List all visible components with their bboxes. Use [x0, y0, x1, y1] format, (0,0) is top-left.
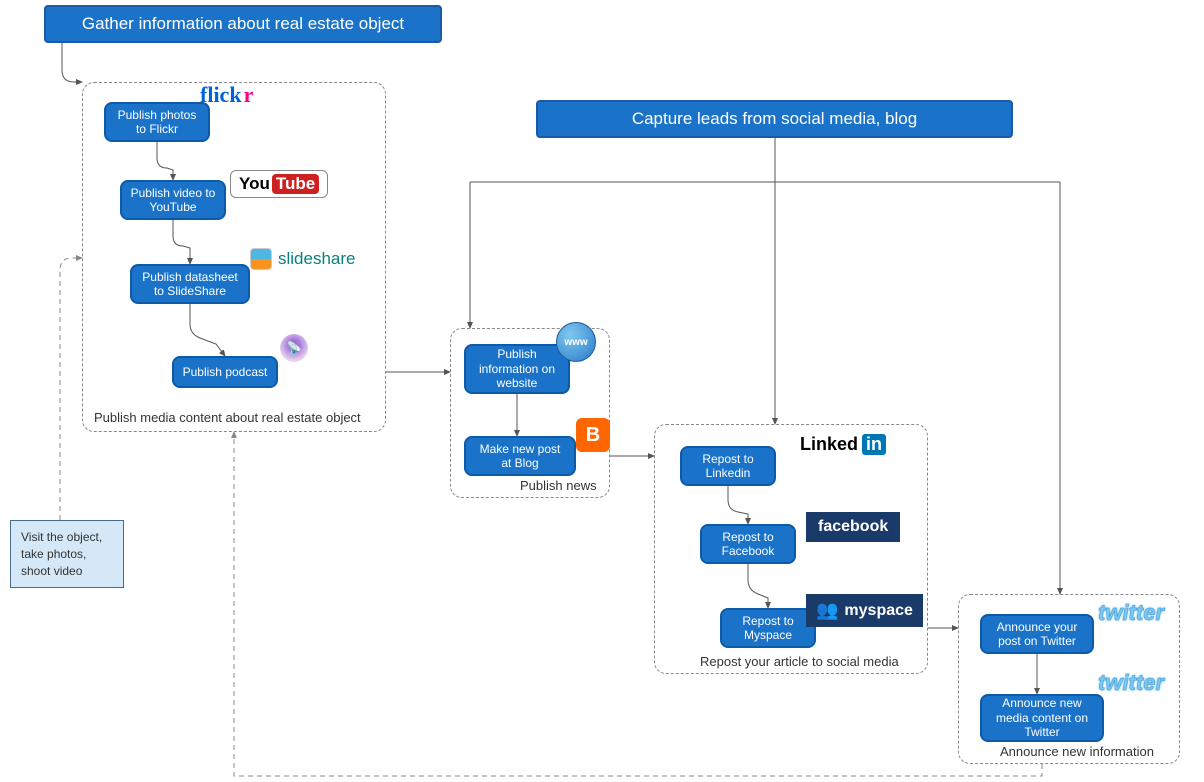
youtube-logo: You Tube [230, 170, 328, 198]
step-flickr: Publish photos to Flickr [104, 102, 210, 142]
group-publish-media-label: Publish media content about real estate … [94, 410, 361, 425]
flickr-text-2: r [244, 82, 254, 108]
step-twitter-post: Announce your post on Twitter [980, 614, 1094, 654]
info-visit-text: Visit the object, take photos, shoot vid… [21, 530, 102, 578]
step-linkedin: Repost to Linkedin [680, 446, 776, 486]
podcast-icon-img: 📡 [280, 334, 308, 362]
step-website: Publish information on website [464, 344, 570, 394]
group-announce-label: Announce new information [1000, 744, 1154, 759]
header-capture: Capture leads from social media, blog [536, 100, 1013, 138]
info-visit: Visit the object, take photos, shoot vid… [10, 520, 124, 588]
myspace-logo: 👥 myspace [806, 594, 923, 627]
myspace-icon: 👥 [816, 600, 838, 621]
blogger-icon: B [576, 418, 610, 452]
podcast-icon: 📡 [280, 334, 308, 362]
slideshare-icon [250, 248, 272, 270]
twitter-logo-1: twitter [1098, 600, 1164, 626]
step-podcast: Publish podcast [172, 356, 278, 388]
blogger-badge: B [576, 418, 610, 452]
facebook-text: facebook [806, 512, 900, 542]
header-gather: Gather information about real estate obj… [44, 5, 442, 43]
step-youtube: Publish video to YouTube [120, 180, 226, 220]
www-badge: www [556, 322, 596, 362]
youtube-you: You [239, 174, 270, 194]
step-slideshare: Publish datasheet to SlideShare [130, 264, 250, 304]
step-facebook: Repost to Facebook [700, 524, 796, 564]
linkedin-logo: Linkedin [800, 434, 886, 455]
step-twitter-media: Announce new media content on Twitter [980, 694, 1104, 742]
group-repost-social-label: Repost your article to social media [700, 654, 899, 669]
facebook-logo: facebook [806, 512, 900, 542]
linkedin-in: in [862, 434, 886, 455]
www-icon: www [556, 322, 596, 362]
twitter-logo-2: twitter [1098, 670, 1164, 696]
flickr-logo: flickr [200, 82, 253, 108]
slideshare-logo: slideshare [250, 248, 356, 270]
step-blog: Make new post at Blog [464, 436, 576, 476]
linkedin-text: Linked [800, 434, 858, 455]
group-publish-news-label: Publish news [520, 478, 597, 493]
flickr-text-1: flick [200, 82, 242, 108]
myspace-text: myspace [844, 602, 913, 620]
slideshare-text: slideshare [278, 249, 356, 269]
youtube-tube: Tube [272, 174, 319, 194]
step-myspace: Repost to Myspace [720, 608, 816, 648]
